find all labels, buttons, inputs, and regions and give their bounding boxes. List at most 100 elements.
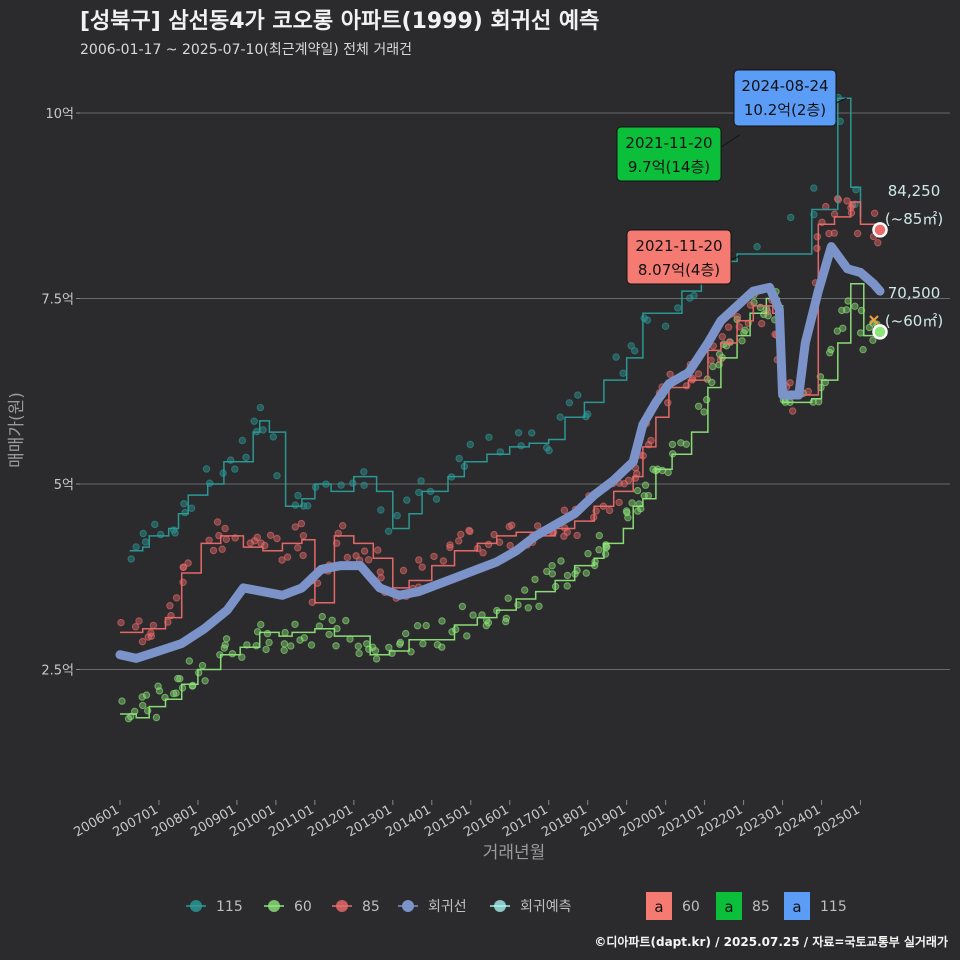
- data-point: [307, 641, 316, 649]
- y-axis-ticks: 2.5억 5억 7.5억 10억: [41, 107, 80, 679]
- data-point: [250, 417, 258, 425]
- data-point: [213, 518, 222, 526]
- data-point: [839, 324, 847, 332]
- data-point: [641, 481, 650, 489]
- data-point: [724, 323, 733, 331]
- data-point: [269, 433, 277, 441]
- data-point: [179, 563, 187, 571]
- data-point: [870, 209, 879, 218]
- legend-swatch: [336, 900, 348, 912]
- data-point: [535, 602, 543, 610]
- caption: ©디아파트(dapt.kr) / 2025.07.25 / 자료=국토교통부 실…: [594, 934, 948, 949]
- data-point: [328, 616, 336, 624]
- prediction-area: (~60㎡): [885, 312, 943, 330]
- annotation-date: 2021-11-20: [635, 237, 722, 255]
- data-point: [256, 403, 265, 412]
- data-point: [789, 407, 797, 415]
- data-point: [127, 555, 135, 563]
- annotations: 2024-08-2410.2억(2층)2021-11-209.7억(14층)20…: [616, 69, 847, 285]
- data-point: [135, 617, 143, 625]
- data-point: [874, 239, 882, 247]
- data-point: [658, 466, 667, 475]
- data-point: [438, 617, 446, 625]
- data-point: [455, 454, 463, 463]
- data-point: [318, 612, 326, 621]
- data-point: [299, 532, 308, 540]
- data-point: [496, 448, 504, 456]
- data-point: [725, 338, 733, 346]
- data-point: [615, 498, 623, 507]
- data-point: [291, 620, 299, 628]
- data-point: [179, 578, 187, 586]
- data-point: [332, 642, 340, 650]
- data-point: [484, 619, 493, 627]
- data-point: [804, 387, 812, 396]
- data-point: [185, 657, 194, 665]
- data-point: [560, 532, 568, 540]
- data-point: [343, 553, 352, 562]
- data-point: [291, 523, 299, 531]
- data-point: [457, 530, 465, 539]
- data-point: [830, 229, 838, 237]
- legend-swatch: [268, 900, 280, 912]
- data-point: [294, 491, 302, 500]
- data-point: [479, 549, 487, 557]
- data-point: [677, 439, 685, 447]
- data-point: [490, 530, 498, 539]
- data-point: [466, 440, 474, 449]
- legend-label: 회귀예측: [520, 899, 572, 915]
- data-point: [195, 669, 203, 677]
- data-point: [484, 540, 493, 549]
- prediction-price: 70,500: [888, 284, 941, 302]
- data-point: [619, 369, 627, 377]
- data-point: [181, 508, 189, 517]
- data-point: [627, 342, 635, 350]
- data-point: [263, 629, 272, 638]
- data-point: [118, 697, 126, 705]
- data-point: [851, 302, 859, 310]
- data-point: [446, 541, 454, 549]
- data-point: [595, 531, 603, 540]
- legend-item: 60: [264, 899, 312, 915]
- data-point: [280, 640, 289, 648]
- legend-label-swatch: [784, 892, 810, 920]
- data-point: [856, 329, 865, 337]
- data-point: [339, 522, 347, 530]
- legend-label: 60: [294, 899, 312, 915]
- data-point: [838, 306, 846, 315]
- data-point: [686, 294, 694, 302]
- legend-label: 115: [820, 899, 847, 915]
- annotation-price: 8.07억(4층): [638, 261, 720, 279]
- data-point: [176, 675, 184, 683]
- data-point: [228, 650, 237, 658]
- data-point: [466, 527, 474, 536]
- data-point: [117, 618, 125, 627]
- y-tick-label: 7.5억: [41, 293, 74, 308]
- data-point: [299, 551, 307, 560]
- data-point: [707, 356, 715, 364]
- legend-item: 115: [186, 899, 243, 915]
- legend: 115 60 85 회귀선 회귀예측 a 60 a 85 a 115: [186, 892, 847, 920]
- data-point: [283, 553, 292, 561]
- data-point: [733, 313, 742, 321]
- data-point: [514, 429, 523, 437]
- data-point: [738, 337, 746, 345]
- data-point: [152, 713, 161, 722]
- data-point: [365, 556, 373, 564]
- legend-label-swatch: [716, 892, 742, 920]
- data-point: [142, 691, 151, 699]
- data-point: [304, 502, 312, 510]
- data-point: [354, 642, 362, 650]
- legend-label: 회귀선: [428, 899, 467, 915]
- data-point: [666, 370, 674, 378]
- data-point: [187, 504, 196, 512]
- data-point: [374, 546, 382, 554]
- legend-label-glyph: a: [724, 898, 733, 916]
- data-point: [172, 594, 181, 602]
- data-point: [238, 653, 246, 661]
- data-point: [741, 326, 749, 334]
- data-point: [565, 399, 574, 407]
- data-point: [591, 558, 599, 566]
- prediction-marker: [872, 222, 888, 238]
